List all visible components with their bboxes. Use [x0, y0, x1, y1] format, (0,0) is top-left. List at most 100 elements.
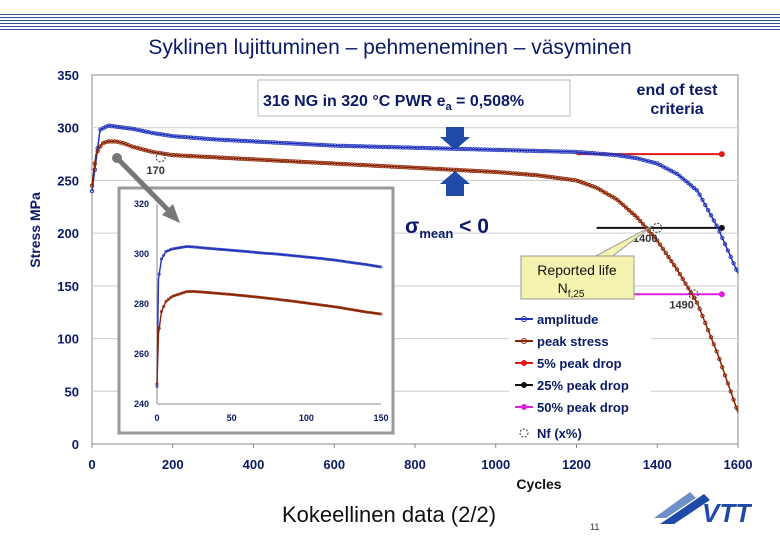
series-point [307, 160, 312, 165]
series-point [624, 205, 629, 210]
series-point [505, 170, 510, 176]
series-point [143, 129, 148, 134]
series-point [519, 171, 524, 177]
series-point [284, 158, 290, 164]
inset-series-point [162, 304, 166, 308]
series-point [188, 135, 194, 140]
series-point [686, 286, 691, 291]
series-point [327, 143, 332, 148]
series-point [652, 235, 657, 240]
series-point [629, 155, 634, 160]
series-point [423, 145, 428, 151]
series-point [282, 158, 287, 164]
series-point [527, 172, 533, 177]
legend-label: 25% peak drop [537, 378, 629, 393]
series-point [256, 157, 261, 162]
series-point [632, 213, 637, 218]
series-point [708, 213, 714, 218]
series-point [502, 147, 507, 153]
series-point [293, 159, 298, 164]
series-point [485, 147, 490, 152]
series-point [686, 181, 691, 186]
series-point [508, 148, 513, 153]
series-point [655, 238, 660, 243]
x-tick-label: 1000 [481, 457, 510, 472]
main-x-tick-labels: 0 200 400 600 800 1000 1200 1400 1600 [88, 444, 752, 472]
series-point [318, 142, 324, 148]
inset-series-point [168, 296, 172, 300]
series-point [200, 154, 205, 159]
series-point [443, 167, 448, 172]
series-point [273, 140, 278, 145]
x-tick-label: 200 [162, 457, 184, 472]
series-point [202, 136, 208, 141]
series-point [567, 149, 572, 154]
series-point [556, 149, 561, 154]
series-point [236, 156, 242, 161]
series-point [428, 166, 434, 171]
series-point [578, 150, 584, 155]
series-point [233, 138, 239, 143]
series-point [412, 145, 417, 150]
series-point [689, 183, 694, 188]
series-point [570, 177, 575, 183]
series-point [525, 148, 530, 153]
series-point [725, 248, 731, 253]
series-point [115, 124, 120, 129]
series-point [205, 136, 211, 142]
series-point [338, 161, 343, 167]
vtt-logo: VTT [654, 492, 752, 526]
series-point [375, 144, 380, 149]
series-point [129, 126, 134, 131]
reported-life-n: N [558, 280, 568, 296]
series-point [276, 158, 281, 163]
series-point [239, 156, 244, 161]
series-point [293, 141, 298, 146]
series-point [683, 281, 688, 286]
inset-series-line [156, 290, 382, 385]
series-point [426, 145, 431, 151]
series-point [344, 162, 349, 167]
series-point [553, 175, 558, 180]
series-point [536, 173, 541, 178]
series-point [590, 151, 595, 156]
series-point [621, 202, 626, 208]
legend-swatch-point [521, 382, 527, 388]
x-tick-label: 600 [323, 457, 345, 472]
series-point [440, 167, 445, 172]
series-point [530, 148, 536, 153]
series-point [248, 139, 253, 144]
x-axis-label: Cycles [516, 476, 561, 492]
end-test-label-2: criteria [650, 101, 703, 118]
inset-x-tick-label: 0 [154, 413, 159, 423]
inset-series [155, 245, 383, 388]
legend-swatch-point [521, 404, 527, 410]
series-point [431, 166, 437, 171]
inset-series-point [379, 312, 383, 316]
series-point [612, 196, 618, 201]
series-point [383, 144, 389, 150]
series-point [494, 169, 499, 175]
vtt-logo-text: VTT [702, 498, 752, 526]
nf-marker [652, 222, 663, 233]
series-point [694, 188, 699, 193]
series-point [550, 149, 555, 154]
series-point [228, 138, 233, 143]
inset-y-tick-label: 280 [134, 299, 149, 309]
series-point [400, 145, 406, 150]
series-point [338, 143, 343, 148]
y-tick-label: 250 [57, 173, 79, 188]
series-point [363, 144, 369, 149]
series-point [547, 149, 553, 154]
series-point [694, 300, 699, 305]
series-point [123, 125, 129, 131]
series-point [383, 164, 389, 169]
spec-text: 316 NG in 320 °C PWR e [263, 93, 446, 110]
series-point [417, 145, 422, 151]
series-point [395, 145, 400, 150]
series-point [304, 159, 309, 165]
series-point [717, 356, 722, 362]
y-axis-label: Stress MPa [27, 192, 43, 268]
series-point [705, 327, 711, 333]
series-point [618, 153, 623, 158]
